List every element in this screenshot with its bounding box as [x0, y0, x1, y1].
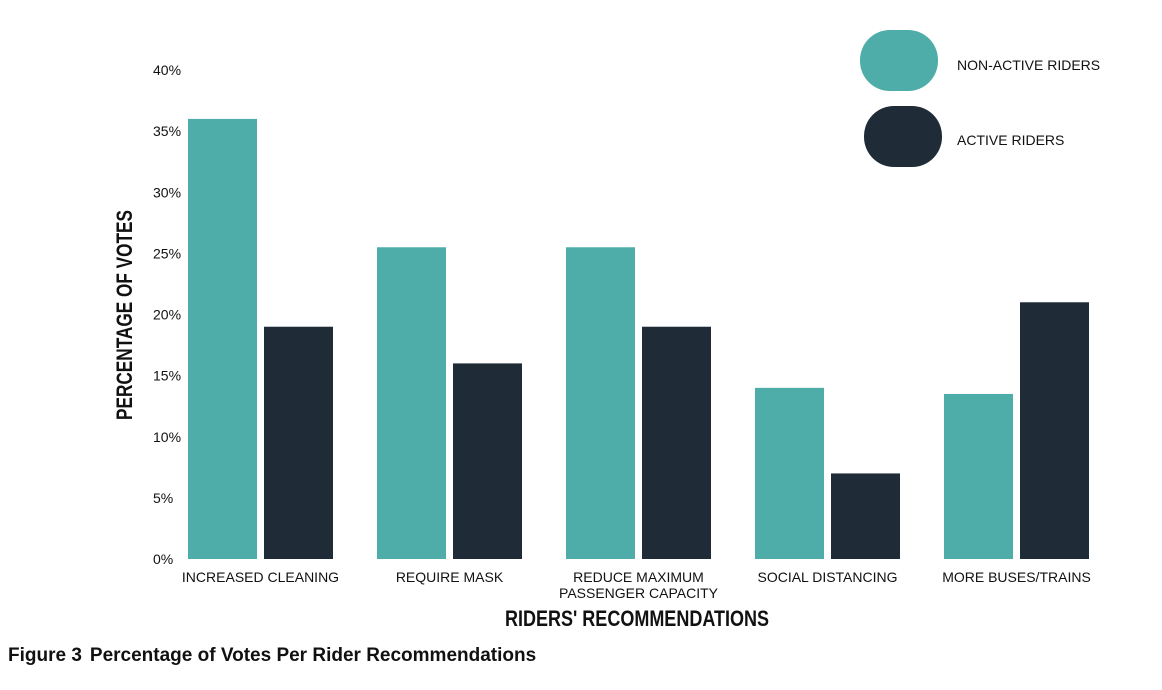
y-tick-label: 5%: [153, 490, 173, 506]
y-tick-label: 15%: [153, 368, 181, 384]
bars-group: [188, 118, 1089, 560]
bar-non-active-2: [566, 247, 635, 559]
x-tick-label: REQUIRE MASK: [396, 569, 504, 585]
bar-non-active-3: [755, 387, 824, 559]
bar-non-active-4: [944, 393, 1013, 559]
y-tick-label: 25%: [153, 245, 181, 261]
y-axis-label: PERCENTAGE OF VOTES: [112, 210, 137, 420]
bar-active-3: [831, 473, 900, 559]
bar-active-1: [453, 363, 522, 559]
y-tick-label: 30%: [153, 184, 181, 200]
legend-label-non-active: NON-ACTIVE RIDERS: [957, 57, 1100, 73]
bar-non-active-0: [188, 118, 257, 560]
x-tick-labels: INCREASED CLEANING REQUIRE MASK REDUCE MAX…: [182, 569, 1091, 601]
figure-title: Percentage of Votes Per Rider Recommenda…: [89, 645, 537, 666]
x-axis-label: RIDERS' RECOMMENDATIONS: [505, 606, 769, 631]
legend-label-active: ACTIVE RIDERS: [957, 132, 1064, 148]
bar-active-0: [264, 326, 333, 559]
x-tick-label: REDUCE MAXIMUM PASSENGER CAPACITY: [559, 569, 719, 601]
legend-swatch-non-active: [860, 30, 938, 91]
y-tick-label: 0%: [153, 551, 173, 567]
y-tick-label: 40%: [153, 62, 181, 78]
x-tick-label: MORE BUSES/TRAINS: [942, 569, 1091, 585]
bar-chart: 0% 5% 10% 15% 20% 25% 30% 35% 40% INCREASED CLEA…: [112, 30, 1100, 631]
y-tick-label: 35%: [153, 123, 181, 139]
chart-canvas: 0% 5% 10% 15% 20% 25% 30% 35% 40% INCREASED CLEA…: [112, 30, 1100, 631]
y-tick-label: 10%: [153, 429, 181, 445]
bar-active-4: [1020, 302, 1089, 559]
legend-swatch-active: [864, 106, 942, 167]
figure-caption: Figure 3 Percentage of Votes Per Rider Re…: [8, 645, 536, 667]
y-tick-label: 20%: [153, 307, 181, 323]
figure-number: Figure 3: [8, 645, 82, 666]
bar-non-active-1: [377, 247, 446, 559]
legend: NON-ACTIVE RIDERS ACTIVE RIDERS: [860, 30, 1100, 167]
bar-active-2: [642, 326, 711, 559]
y-tick-labels: 0% 5% 10% 15% 20% 25% 30% 35% 40%: [153, 62, 181, 567]
x-tick-label: SOCIAL DISTANCING: [757, 569, 897, 585]
x-tick-label: INCREASED CLEANING: [182, 569, 339, 585]
